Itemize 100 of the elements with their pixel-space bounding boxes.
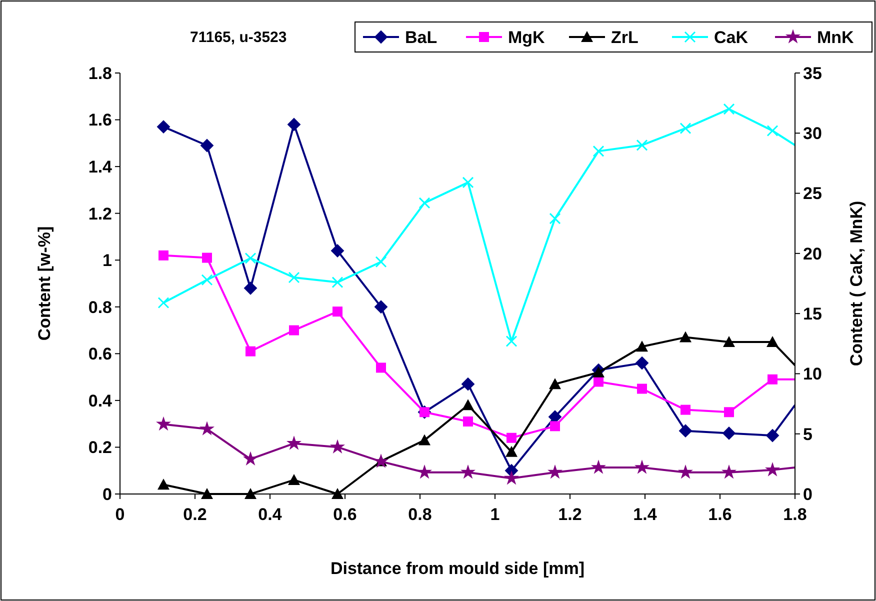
point	[462, 378, 474, 391]
point	[157, 120, 170, 134]
x-tick-label: 1.6	[708, 505, 732, 524]
y-tick-label: 1.2	[88, 204, 112, 224]
point	[462, 399, 474, 410]
y2-tick-label: 30	[803, 124, 822, 144]
y-tick-label: 0.8	[88, 298, 112, 317]
x-tick-label: 0.2	[183, 505, 207, 524]
x-tick-label: 1.8	[783, 505, 807, 524]
point	[723, 336, 735, 347]
point	[416, 464, 432, 479]
point	[766, 124, 778, 136]
y2-tick-label: 25	[803, 184, 822, 204]
point	[723, 103, 735, 115]
point	[680, 404, 690, 415]
y-axis-title: Content [w-%]	[35, 226, 54, 341]
y2-tick-label: 0	[803, 484, 812, 504]
x-axis-title: Distance from mould side [mm]	[330, 559, 585, 578]
point	[289, 325, 299, 336]
point	[679, 424, 692, 438]
point	[722, 426, 736, 440]
point	[550, 421, 560, 432]
point	[156, 416, 172, 431]
point	[332, 276, 344, 288]
y-tick-label: 1	[102, 251, 112, 270]
point	[594, 376, 604, 387]
y2-axis-title: Content ( CaK, MnK)	[847, 200, 866, 366]
point	[158, 250, 168, 260]
legend-label: ZrL	[611, 28, 638, 47]
point	[418, 434, 430, 446]
x-tick-label: 0.6	[333, 505, 357, 524]
x-tick-label: 1	[490, 505, 500, 524]
point	[549, 212, 561, 224]
point	[288, 118, 300, 131]
point	[286, 436, 302, 450]
point	[506, 432, 516, 443]
y-tick-label: 0.2	[88, 438, 112, 458]
y2-tick-label: 5	[803, 424, 812, 444]
point	[418, 197, 430, 209]
point	[506, 335, 518, 347]
y2-tick-label: 35	[803, 64, 822, 83]
point	[374, 300, 388, 314]
point	[636, 139, 648, 151]
point	[199, 421, 215, 436]
point	[244, 252, 256, 264]
point	[680, 122, 692, 134]
point	[504, 470, 520, 485]
point	[768, 374, 778, 384]
point	[592, 145, 604, 157]
point	[242, 451, 258, 466]
x-tick-label: 1.4	[633, 505, 658, 524]
y-tick-label: 1.6	[88, 110, 112, 130]
point	[724, 407, 734, 418]
x-tick-label: 1.2	[558, 505, 582, 524]
point	[634, 460, 650, 474]
y-tick-label: 0.4	[88, 391, 113, 410]
legend-label: MgK	[508, 28, 546, 47]
chart-title: 71165, u-3523	[190, 29, 287, 46]
point	[158, 296, 170, 308]
y2-tick-label: 20	[803, 244, 822, 264]
point	[506, 446, 518, 457]
y-tick-label: 0.6	[88, 344, 112, 364]
point	[721, 464, 737, 479]
point	[592, 366, 604, 378]
x-tick-label: 0	[115, 505, 125, 524]
point	[766, 429, 779, 442]
point	[549, 378, 561, 390]
point	[463, 416, 473, 426]
point	[547, 464, 563, 479]
point	[158, 478, 170, 490]
y-tick-label: 0	[102, 484, 112, 504]
x-tick-label: 0.4	[258, 505, 282, 524]
point	[246, 346, 256, 356]
point	[766, 336, 778, 347]
y2-tick-label: 15	[803, 304, 822, 324]
point	[331, 244, 344, 258]
legend-label: BaL	[405, 28, 438, 47]
point	[288, 272, 300, 284]
y-tick-label: 1.4	[88, 158, 113, 177]
point	[678, 464, 694, 479]
point	[201, 488, 213, 499]
point	[244, 488, 256, 499]
point	[460, 464, 476, 479]
point	[202, 252, 212, 263]
point	[244, 282, 257, 295]
y-tick-label: 1.8	[88, 64, 112, 83]
point	[332, 488, 344, 499]
legend-label: MnK	[817, 28, 855, 47]
point	[200, 139, 214, 152]
point	[637, 384, 647, 394]
point	[201, 274, 213, 286]
point	[636, 340, 648, 352]
point	[330, 439, 346, 454]
point	[548, 410, 562, 424]
point	[288, 474, 300, 485]
point	[376, 362, 386, 373]
point	[636, 356, 648, 370]
point	[764, 462, 780, 476]
y2-tick-label: 10	[803, 364, 822, 384]
point	[680, 331, 692, 342]
